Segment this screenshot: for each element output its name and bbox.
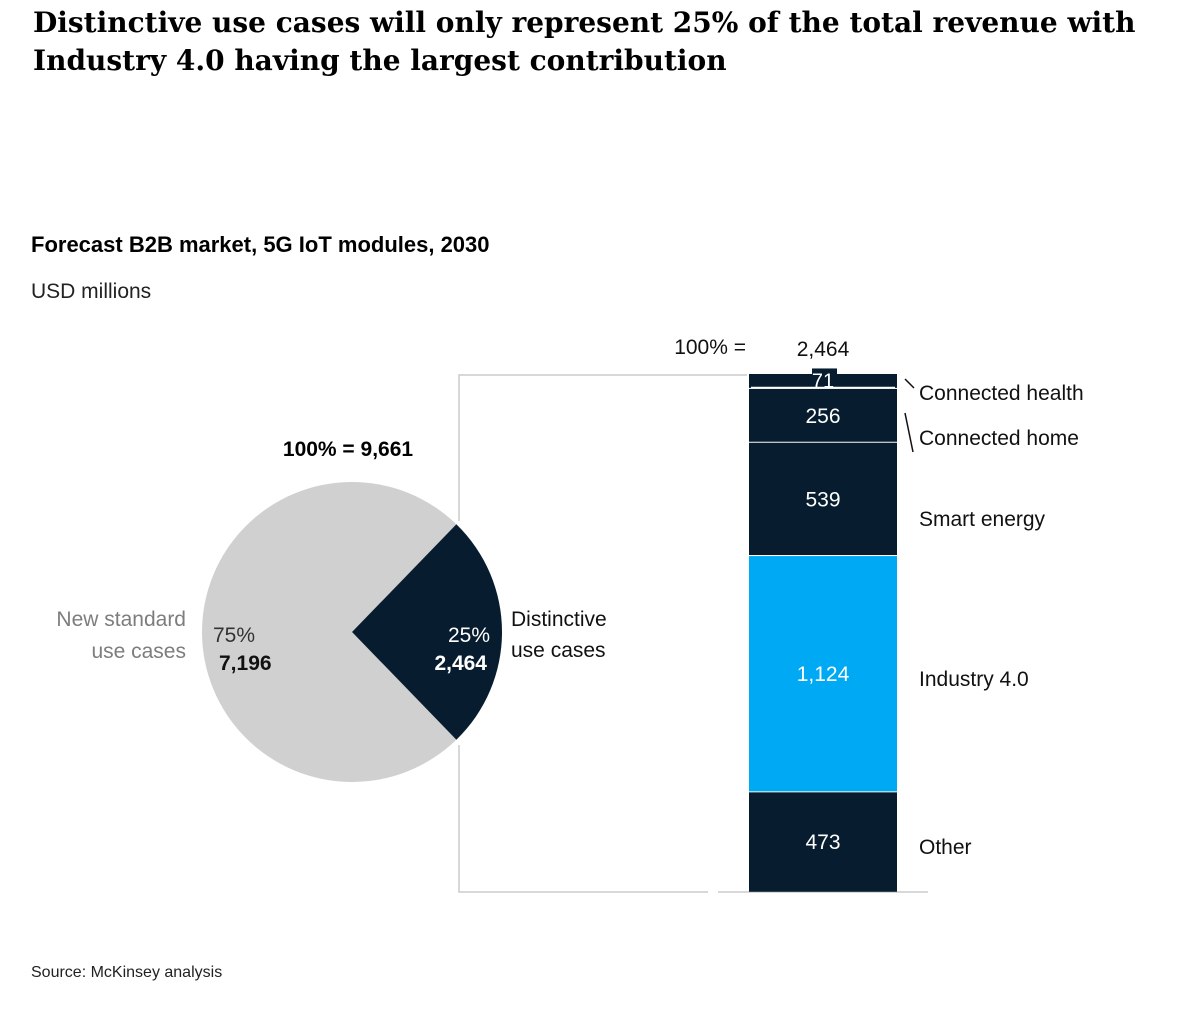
chart-units: USD millions: [31, 280, 152, 303]
bar-segment-industry-4-0: [749, 556, 897, 793]
bar-total-label: 2,464: [797, 338, 850, 361]
chart-subtitle: Forecast B2B market, 5G IoT modules, 203…: [31, 232, 490, 257]
connector-bottom-left: [458, 745, 708, 893]
bar-label-smart-energy: Smart energy: [919, 508, 1046, 531]
bar-label-connected-home: Connected home: [919, 427, 1079, 450]
pie-value-new-standard: 7,196: [219, 652, 272, 675]
leader-connected-health: [904, 378, 915, 389]
headline: Distinctive use cases will only represen…: [33, 6, 1136, 77]
bar-value-connected-home: 256: [805, 405, 840, 428]
pie-chart: 100% = 9,661 New standard use cases 75% 7,19…: [56, 438, 607, 782]
leader-connected-home: [904, 412, 914, 453]
pie-value-distinctive: 2,464: [434, 652, 487, 675]
pie-label-new-standard-line2: use cases: [91, 640, 186, 663]
bar-value-connected-health: 71: [812, 370, 834, 392]
pie-label-new-standard-line1: New standard: [56, 608, 186, 631]
pie-percent-distinctive: 25%: [448, 624, 490, 647]
pie-percent-new-standard: 75%: [213, 624, 255, 647]
bar-segment-connected-home: [749, 388, 897, 443]
pie-slice-distinctive: [352, 524, 503, 740]
bar-total-prefix: 100% =: [674, 336, 746, 359]
pie-total-label: 100% = 9,661: [283, 438, 414, 461]
connector-lines: [458, 374, 928, 893]
bar-label-other: Other: [919, 836, 972, 859]
pie-label-distinctive-line2: use cases: [511, 639, 606, 662]
pie-slice-new-standard: [202, 481, 457, 782]
bar-value-other: 473: [805, 831, 840, 854]
bar-segment-other: [749, 792, 897, 892]
bar-value-industry-4-0: 1,124: [797, 663, 850, 686]
source-note: Source: McKinsey analysis: [31, 964, 223, 981]
connector-top: [458, 374, 747, 521]
pie-label-distinctive-line1: Distinctive: [511, 608, 607, 631]
bar-segment-smart-energy: [749, 442, 897, 557]
bar-label-industry-4-0: Industry 4.0: [919, 668, 1029, 691]
bar-value-smart-energy: 539: [805, 488, 840, 511]
stacked-bar-chart: 71 Connected health 256 Connected home 539 Sm…: [674, 336, 1084, 892]
bar-label-connected-health: Connected health: [919, 382, 1084, 405]
